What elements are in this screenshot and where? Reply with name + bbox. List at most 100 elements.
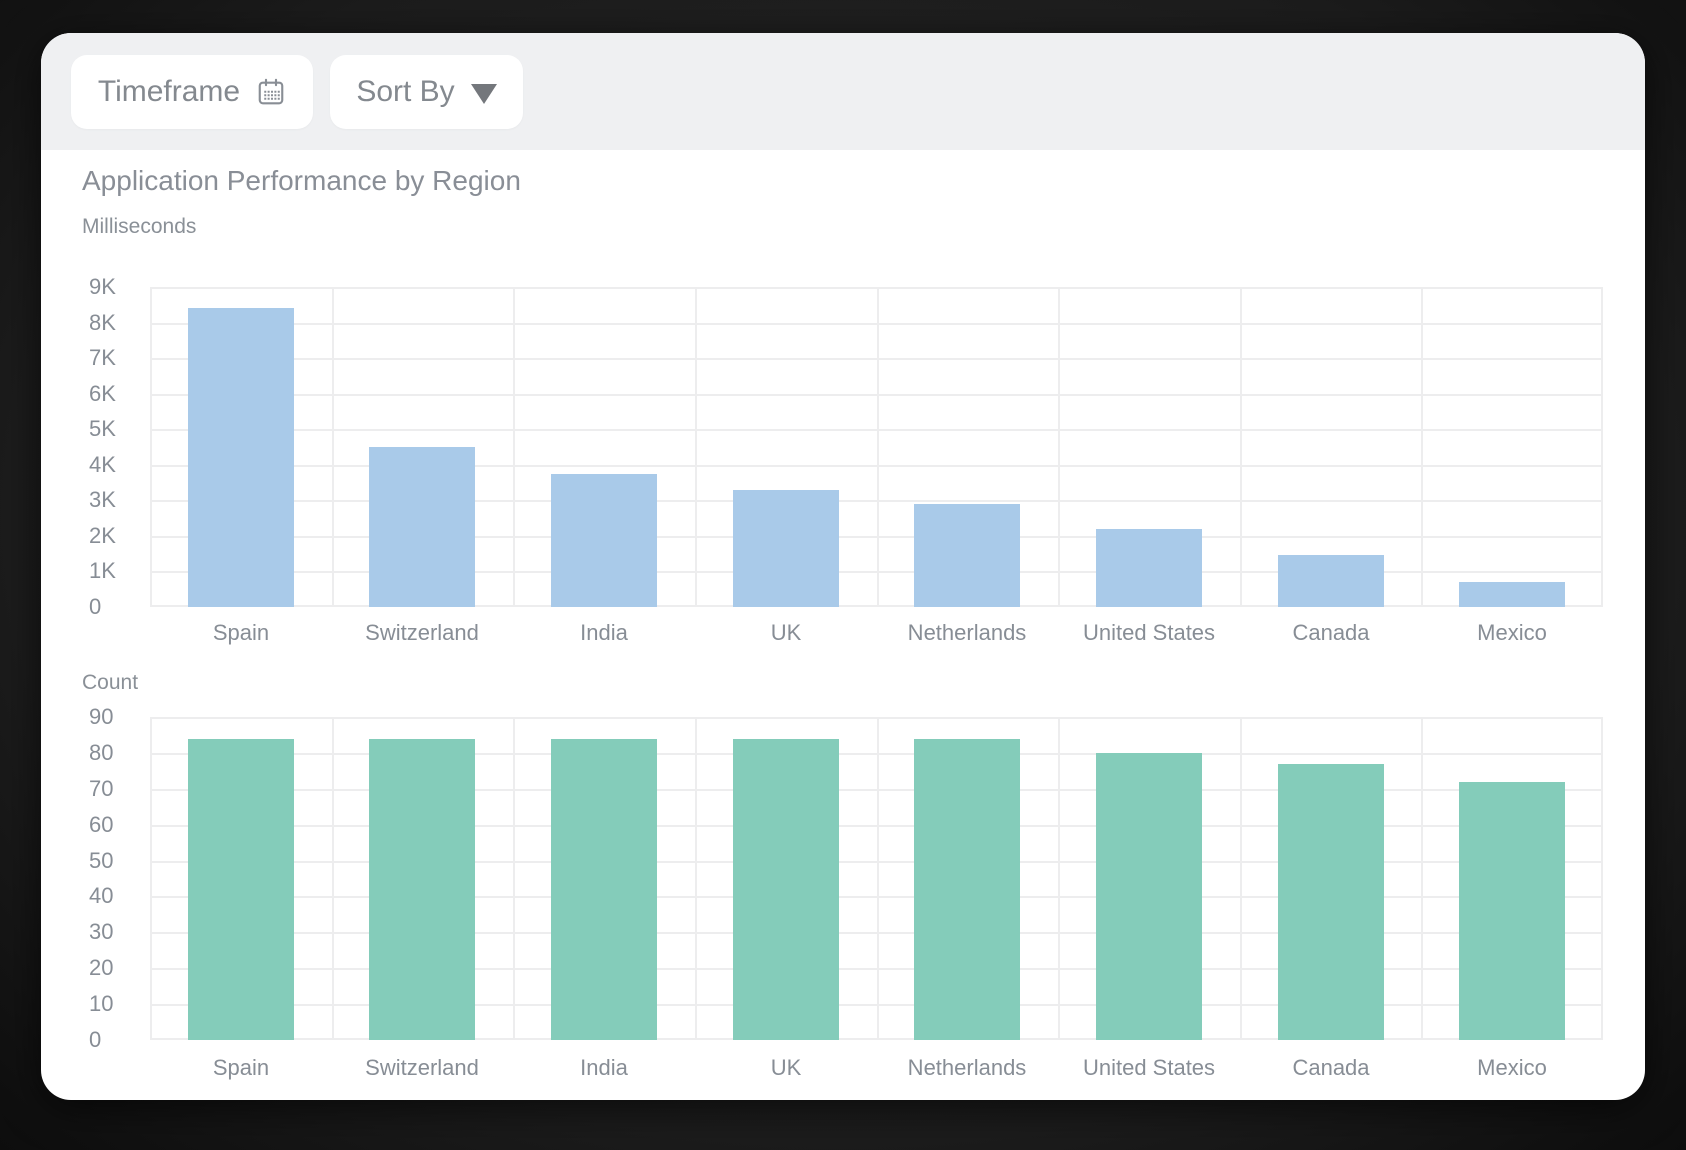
x-axis-label-india: India	[580, 1055, 628, 1080]
y-tick-label: 10	[89, 991, 114, 1016]
calendar-icon	[258, 78, 284, 105]
x-axis-labels: Spain Switzerland India UK Netherlands United…	[150, 1055, 1603, 1081]
bar-uk[interactable]	[733, 739, 839, 1040]
y-tick-label: 5K	[89, 416, 116, 441]
vertical-gridline	[150, 717, 152, 1040]
count-axis-title: Count	[82, 671, 139, 694]
horizontal-gridline	[150, 536, 1603, 538]
vertical-gridline	[332, 287, 334, 607]
vertical-gridline	[1240, 287, 1242, 607]
y-tick-label: 0	[89, 1027, 102, 1052]
x-axis-label-canada: Canada	[1292, 1055, 1370, 1080]
milliseconds-plot-area	[150, 287, 1603, 607]
x-axis-label-spain: Spain	[212, 620, 270, 645]
y-tick-label: 3K	[89, 487, 116, 512]
sort-by-button-label: Sort By	[356, 75, 455, 108]
horizontal-gridline	[150, 287, 1603, 289]
toolbar: Timeframe Sort By	[41, 33, 1645, 150]
x-axis-label-uk: UK	[770, 620, 802, 645]
horizontal-gridline	[150, 465, 1603, 467]
count-plot-area	[150, 717, 1603, 1040]
x-axis-label-united-states: United States	[1082, 1055, 1216, 1080]
y-tick-label: 6K	[89, 381, 116, 406]
x-axis-label-switzerland: Switzerland	[365, 1055, 479, 1080]
y-tick-label: 70	[89, 776, 114, 801]
horizontal-gridline	[150, 753, 1603, 755]
vertical-gridline	[1601, 287, 1603, 607]
timeframe-button-label: Timeframe	[97, 75, 241, 108]
horizontal-gridline	[150, 825, 1603, 827]
bar-united-states[interactable]	[1096, 529, 1202, 607]
vertical-gridline	[1601, 717, 1603, 1040]
y-tick-label: 90	[89, 704, 114, 729]
x-axis-label-united-states: United States	[1082, 620, 1216, 645]
horizontal-gridline	[150, 429, 1603, 431]
bar-uk[interactable]	[733, 490, 839, 607]
horizontal-gridline	[150, 500, 1603, 502]
milliseconds-axis-title: Milliseconds	[82, 215, 197, 238]
x-axis-label-india: India	[580, 620, 628, 645]
bar-netherlands[interactable]	[914, 504, 1020, 607]
vertical-gridline	[1058, 717, 1060, 1040]
bar-united-states[interactable]	[1096, 753, 1202, 1040]
x-axis-label-mexico: Mexico	[1477, 1055, 1547, 1080]
y-axis-tick-labels: 90 80 70 60 50 40 30 20 10 0	[89, 704, 149, 1052]
x-axis-label-netherlands: Netherlands	[907, 620, 1027, 645]
vertical-gridline	[513, 287, 515, 607]
bar-canada[interactable]	[1278, 764, 1384, 1040]
horizontal-gridline	[150, 358, 1603, 360]
horizontal-gridline	[150, 932, 1603, 934]
timeframe-button[interactable]: Timeframe	[71, 55, 313, 129]
vertical-gridline	[1421, 287, 1423, 607]
vertical-gridline	[1058, 287, 1060, 607]
page-title: Application Performance by Region	[82, 165, 521, 196]
x-axis-label-canada: Canada	[1292, 620, 1370, 645]
bar-switzerland[interactable]	[369, 739, 475, 1040]
bar-canada[interactable]	[1278, 555, 1384, 607]
vertical-gridline	[150, 287, 152, 607]
x-axis-label-netherlands: Netherlands	[907, 1055, 1027, 1080]
horizontal-gridline	[150, 1038, 1603, 1040]
bar-mexico[interactable]	[1459, 582, 1565, 607]
x-axis-label-switzerland: Switzerland	[365, 620, 479, 645]
y-tick-label: 8K	[89, 310, 116, 335]
bar-spain[interactable]	[188, 739, 294, 1040]
y-tick-label: 60	[89, 812, 114, 837]
bar-india[interactable]	[551, 474, 657, 607]
horizontal-gridline	[150, 394, 1603, 396]
horizontal-gridline	[150, 717, 1603, 719]
x-axis-label-mexico: Mexico	[1477, 620, 1547, 645]
x-axis-labels: Spain Switzerland India UK Netherlands United…	[150, 620, 1603, 646]
bar-netherlands[interactable]	[914, 739, 1020, 1040]
bar-india[interactable]	[551, 739, 657, 1040]
dashboard-card: Timeframe Sort By Application Performanc	[41, 33, 1645, 1100]
x-axis-label-spain: Spain	[212, 1055, 270, 1080]
y-tick-label: 4K	[89, 452, 116, 477]
vertical-gridline	[1240, 717, 1242, 1040]
chevron-down-icon	[470, 84, 497, 104]
vertical-gridline	[877, 717, 879, 1040]
vertical-gridline	[695, 287, 697, 607]
horizontal-gridline	[150, 789, 1603, 791]
y-tick-label: 30	[89, 919, 114, 944]
horizontal-gridline	[150, 968, 1603, 970]
y-tick-label: 0	[89, 594, 102, 619]
bar-spain[interactable]	[188, 308, 294, 607]
horizontal-gridline	[150, 896, 1603, 898]
y-tick-label: 20	[89, 955, 114, 980]
sort-by-button[interactable]: Sort By	[330, 55, 523, 129]
horizontal-gridline	[150, 861, 1603, 863]
bar-switzerland[interactable]	[369, 447, 475, 607]
bar-mexico[interactable]	[1459, 782, 1565, 1040]
y-tick-label: 40	[89, 883, 114, 908]
horizontal-gridline	[150, 323, 1603, 325]
y-tick-label: 9K	[89, 274, 116, 299]
vertical-gridline	[695, 717, 697, 1040]
y-tick-label: 7K	[89, 345, 116, 370]
y-tick-label: 50	[89, 848, 114, 873]
y-tick-label: 80	[89, 740, 114, 765]
y-tick-label: 2K	[89, 523, 116, 548]
vertical-gridline	[877, 287, 879, 607]
vertical-gridline	[1421, 717, 1423, 1040]
